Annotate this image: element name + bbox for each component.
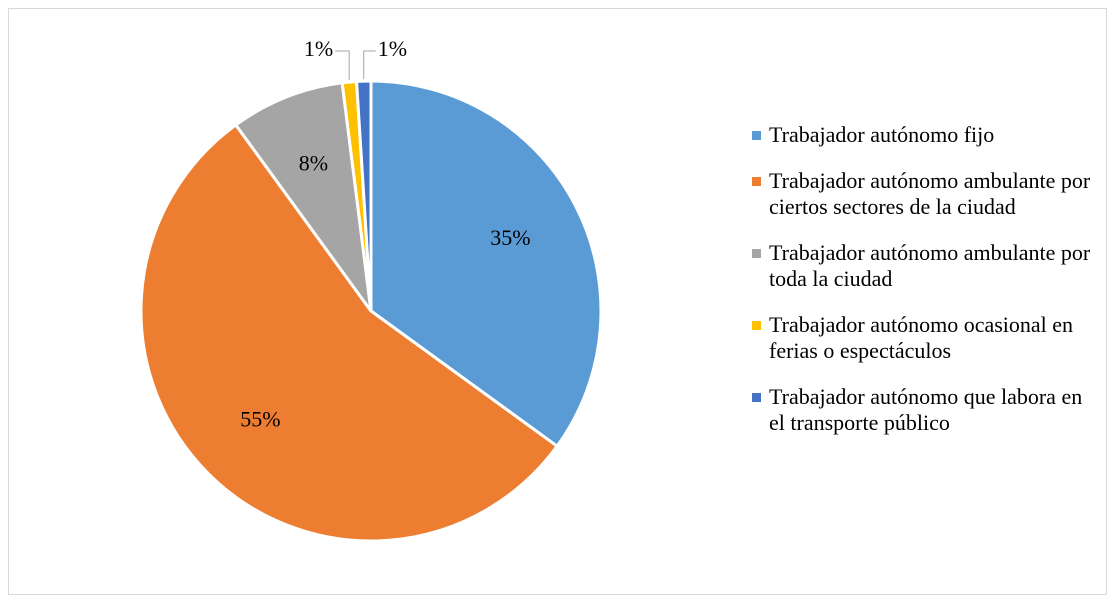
data-label: 8% <box>299 151 328 176</box>
pie-slice <box>139 122 560 543</box>
pie-slice <box>354 79 373 312</box>
legend-swatch <box>752 393 761 402</box>
data-label: 35% <box>490 225 530 250</box>
data-label: 1% <box>378 36 407 61</box>
legend-swatch <box>752 131 761 140</box>
leader-line <box>363 50 376 80</box>
pie-slice <box>369 79 603 449</box>
legend-swatch <box>752 321 761 330</box>
legend-label: Trabajador autónomo que labora en el tra… <box>769 384 1083 435</box>
legend-label: Trabajador autónomo fijo <box>769 122 995 147</box>
leader-line <box>335 50 350 81</box>
pie-slice <box>233 81 373 312</box>
legend-swatch <box>752 249 761 258</box>
data-label: 55% <box>240 407 280 432</box>
legend-item: Trabajador autónomo ambulante por cierto… <box>748 168 1108 220</box>
data-label: 1% <box>304 36 333 61</box>
chart-frame <box>8 8 1107 595</box>
legend-item: Trabajador autónomo ambulante por toda l… <box>748 240 1108 292</box>
legend-item: Trabajador autónomo que labora en el tra… <box>748 384 1108 436</box>
legend-label: Trabajador autónomo ambulante por toda l… <box>769 240 1091 291</box>
legend: Trabajador autónomo fijo Trabajador autón… <box>748 122 1108 456</box>
chart: 35% 55% 8% 1% 1% <box>139 36 603 543</box>
legend-swatch <box>752 177 761 186</box>
legend-label: Trabajador autónomo ambulante por cierto… <box>769 168 1091 219</box>
legend-item: Trabajador autónomo ocasional en ferias … <box>748 312 1108 364</box>
legend-label: Trabajador autónomo ocasional en ferias … <box>769 312 1074 363</box>
legend-item: Trabajador autónomo fijo <box>748 122 1108 148</box>
